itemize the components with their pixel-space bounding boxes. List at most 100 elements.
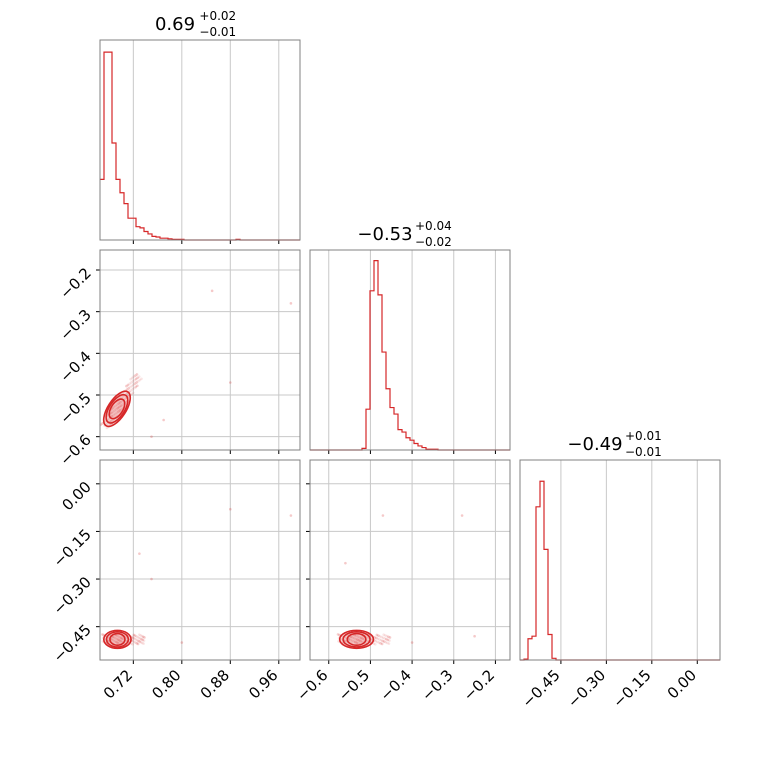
density-contour	[102, 629, 132, 650]
density-contour	[108, 398, 126, 420]
scatter-point	[135, 635, 138, 638]
scatter-point	[353, 633, 357, 637]
scatter-point	[134, 377, 138, 381]
scatter-point	[127, 387, 130, 390]
scatter-point	[113, 636, 116, 639]
panel-frame	[309, 249, 511, 451]
scatter-point	[119, 636, 123, 640]
scatter-point	[135, 373, 139, 376]
scatter-point	[138, 640, 142, 643]
scatter-point	[118, 409, 122, 412]
outlier-point	[460, 514, 464, 517]
scatter-point	[125, 384, 128, 388]
scatter-point	[142, 642, 145, 645]
scatter-point	[143, 636, 146, 639]
scatter-point	[126, 383, 130, 387]
scatter-point	[116, 406, 120, 410]
scatter-point	[129, 381, 133, 384]
scatter-point	[119, 404, 123, 408]
scatter-point	[128, 382, 131, 386]
scatter-point	[136, 642, 140, 646]
scatter-point	[110, 415, 114, 418]
scatter-point	[344, 639, 347, 643]
panel-title: 0.69	[155, 14, 195, 35]
scatter-point	[130, 376, 134, 380]
scatter-point	[137, 636, 141, 640]
scatter-point	[376, 640, 379, 644]
scatter-point	[384, 640, 388, 644]
scatter-point	[377, 634, 380, 637]
x-tick-label: −0.3	[418, 666, 456, 704]
scatter-point	[116, 638, 120, 641]
scatter-point	[119, 639, 122, 643]
y-tick-label: −0.3	[56, 306, 94, 344]
scatter-point	[113, 640, 117, 643]
scatter-point	[115, 411, 119, 415]
scatter-point	[375, 636, 378, 640]
scatter-point	[136, 384, 139, 388]
scatter-point	[135, 641, 139, 645]
scatter-point	[357, 642, 360, 645]
density-contour	[342, 630, 371, 648]
scatter-point	[359, 639, 362, 643]
scatter-point	[132, 375, 136, 379]
scatter-point	[135, 373, 139, 376]
scatter-point	[351, 636, 354, 639]
scatter-point	[134, 377, 138, 381]
scatter-point	[120, 640, 124, 644]
scatter-point	[110, 411, 113, 415]
scatter-point	[135, 381, 138, 384]
scatter-point	[138, 378, 142, 382]
scatter-point	[361, 637, 364, 640]
density-contour	[338, 629, 375, 650]
scatter-point	[136, 384, 139, 388]
scatter-point	[356, 638, 359, 641]
scatter-3-1	[101, 629, 146, 650]
scatter-point	[344, 639, 347, 643]
scatter-point	[129, 377, 132, 381]
scatter-point	[132, 386, 136, 390]
scatter-point	[373, 636, 377, 639]
scatter-point	[138, 637, 142, 640]
title-plus: +0.01	[625, 429, 662, 443]
scatter-point	[136, 376, 139, 380]
scatter-point	[380, 642, 384, 646]
scatter-point	[139, 640, 143, 644]
scatter-point	[126, 383, 130, 387]
scatter-point	[386, 638, 390, 642]
scatter-point	[105, 426, 109, 430]
scatter-point	[132, 640, 136, 644]
scatter-point	[349, 635, 353, 639]
scatter-point	[383, 637, 387, 640]
scatter-point	[119, 639, 122, 643]
scatter-point	[143, 636, 146, 639]
title-minus: −0.01	[625, 445, 662, 459]
scatter-point	[388, 639, 391, 642]
histogram-1	[100, 51, 300, 241]
scatter-point	[366, 639, 369, 643]
scatter-point	[136, 379, 140, 383]
scatter-point	[133, 382, 137, 385]
scatter-point	[347, 637, 351, 641]
panel-frame	[519, 459, 721, 661]
y-tick-label: −0.5	[56, 389, 94, 427]
scatter-point	[132, 633, 136, 637]
x-tick-label: −0.5	[335, 666, 373, 704]
scatter-point	[380, 642, 384, 646]
scatter-point	[381, 639, 384, 643]
scatter-point	[354, 640, 357, 644]
scatter-point	[131, 388, 134, 391]
scatter-point	[115, 634, 119, 638]
scatter-point	[349, 638, 352, 642]
scatter-point	[349, 635, 353, 639]
density-contour	[102, 390, 132, 428]
y-tick-label: −0.45	[50, 621, 95, 666]
scatter-point	[112, 639, 116, 642]
panel-title: −0.53	[357, 224, 412, 245]
y-tick-label: −0.2	[56, 264, 94, 302]
scatter-point	[134, 385, 138, 389]
scatter-point	[116, 406, 120, 410]
scatter-point	[379, 641, 382, 645]
scatter-point	[127, 387, 130, 390]
